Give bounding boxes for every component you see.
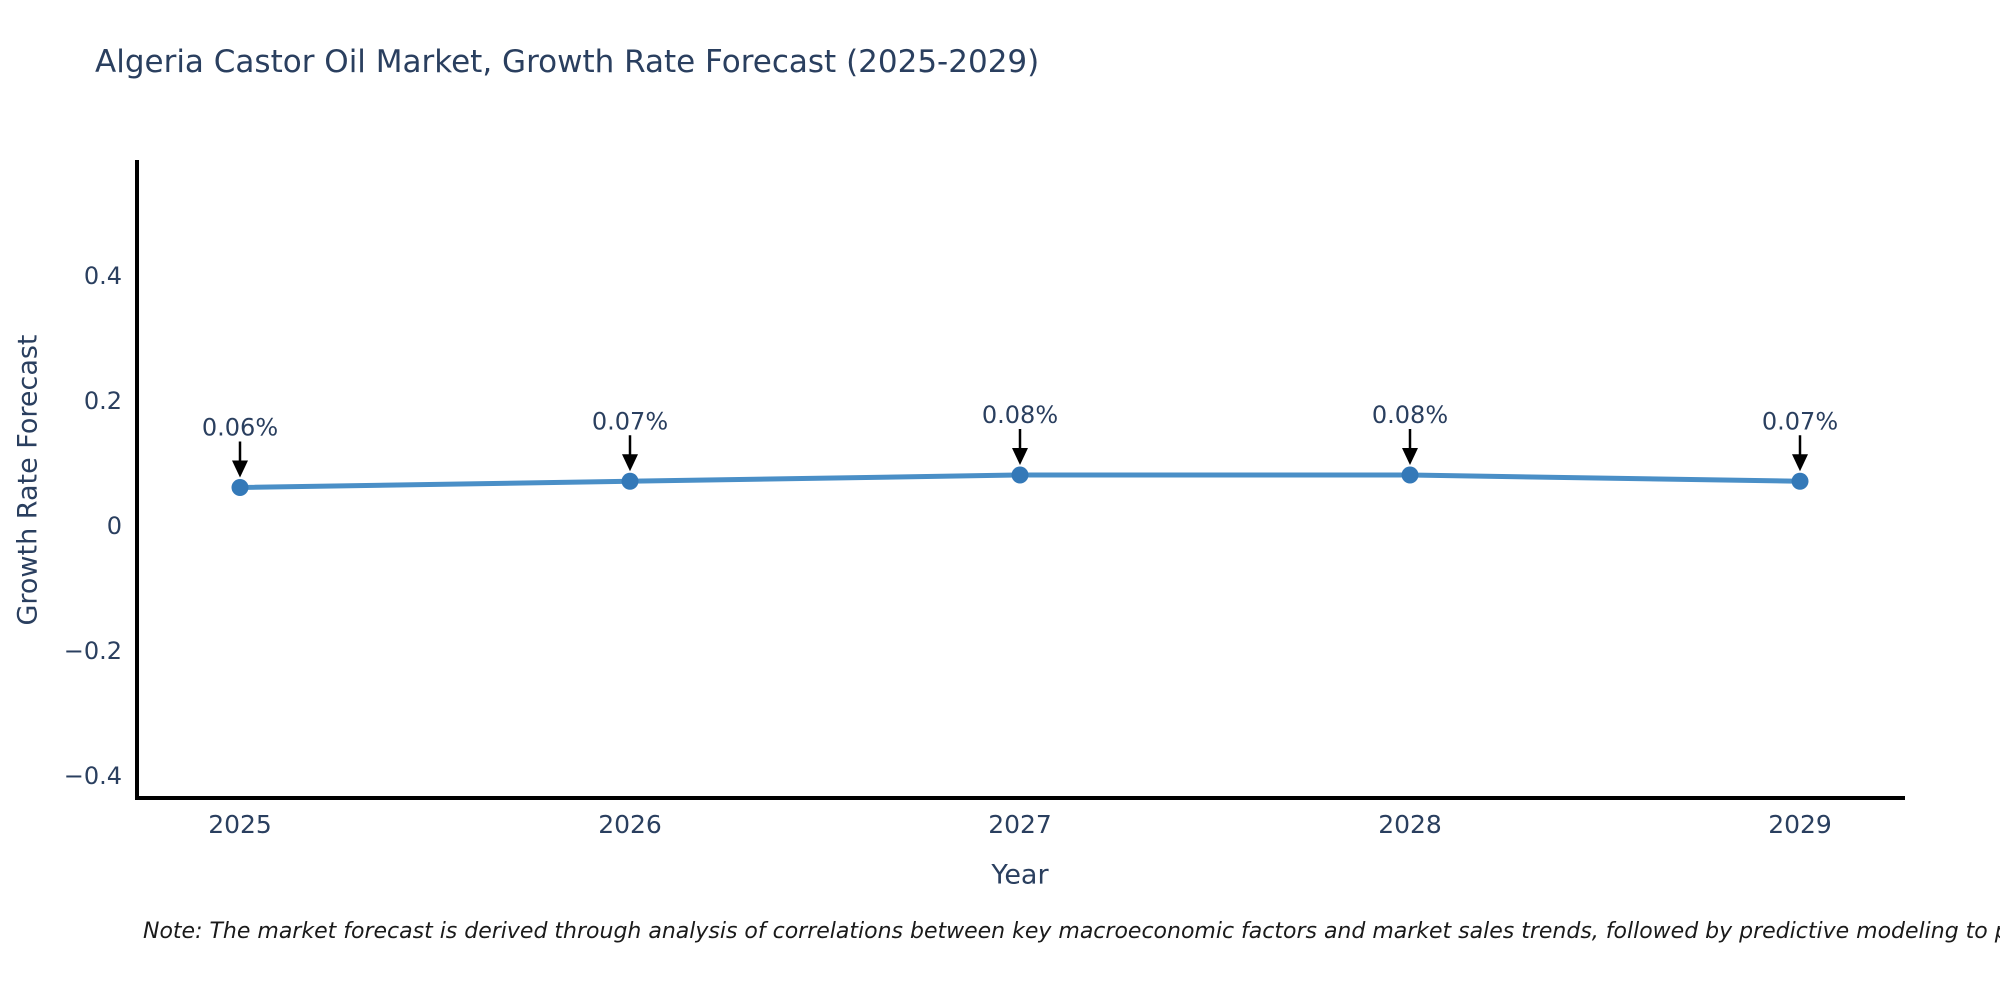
data-point-marker [621, 472, 639, 490]
annotation-arrowhead-icon [232, 460, 248, 478]
x-axis-title: Year [991, 859, 1049, 891]
data-point-marker [231, 479, 249, 496]
point-value-label: 0.07% [592, 407, 668, 435]
x-tick-label: 2028 [1378, 810, 1442, 839]
x-tick-label: 2026 [598, 810, 662, 839]
chart-title: Algeria Castor Oil Market, Growth Rate F… [95, 44, 1040, 80]
y-tick-label: 0 [107, 512, 122, 540]
point-value-label: 0.08% [982, 401, 1058, 429]
x-tick-label: 2029 [1768, 810, 1832, 839]
data-point-marker [1011, 466, 1029, 484]
data-point-marker [1401, 466, 1419, 484]
annotation-arrowhead-icon [1012, 448, 1028, 465]
data-point-marker [1791, 472, 1809, 490]
y-tick-label: −0.4 [64, 762, 122, 790]
point-value-label: 0.07% [1762, 407, 1838, 435]
y-tick-label: 0.4 [84, 262, 122, 290]
x-tick-label: 2025 [208, 810, 272, 839]
point-value-label: 0.06% [202, 414, 278, 442]
chart-footnote: Note: The market forecast is derived thr… [143, 919, 2000, 944]
annotation-arrowhead-icon [1792, 454, 1808, 472]
annotation-arrowhead-icon [622, 454, 638, 472]
x-tick-label: 2027 [988, 810, 1052, 839]
point-value-label: 0.08% [1372, 401, 1448, 429]
y-tick-label: −0.2 [64, 637, 122, 665]
y-tick-label: 0.2 [84, 387, 122, 415]
y-axis-title: Growth Rate Forecast [12, 334, 44, 626]
annotation-arrowhead-icon [1402, 448, 1418, 465]
